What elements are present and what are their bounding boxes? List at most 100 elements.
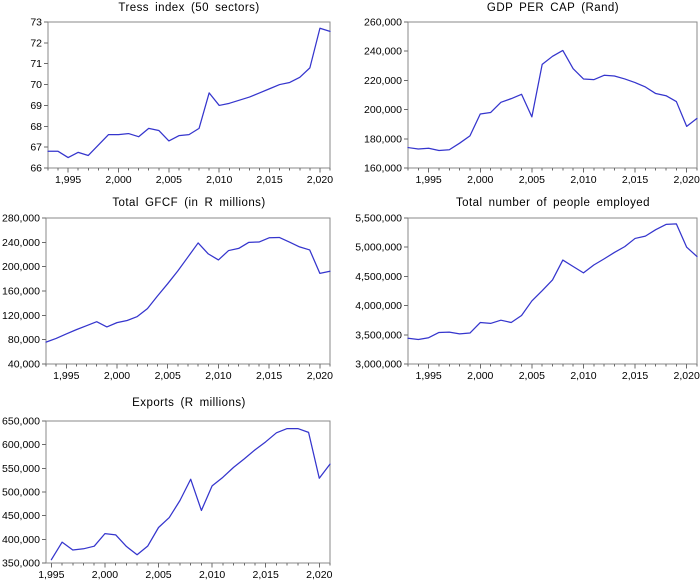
x-tick-label: 2,015: [256, 174, 282, 186]
x-tick-label: 2,010: [570, 370, 596, 382]
y-axis: 40,000 80,000 120,000 160,000 200,000 240,000…: [2, 213, 46, 371]
x-axis: 1,995 2,000 2,005 2,010 2,015 2,020: [407, 168, 700, 186]
y-tick-label: 600,000: [2, 439, 40, 451]
plot-frame: [407, 217, 698, 365]
x-tick-label: 2,005: [519, 174, 545, 186]
plot-frame: [47, 21, 331, 169]
x-tick-label: 2,010: [206, 174, 232, 186]
chart-title: Tress index (50 sectors): [118, 2, 260, 14]
x-tick-label: 2,015: [622, 370, 648, 382]
x-tick-label: 2,005: [156, 174, 182, 186]
x-tick-label: 2,005: [145, 569, 171, 581]
x-tick-label: 2,010: [199, 569, 225, 581]
chart-title: Total number of people employed: [455, 197, 650, 209]
y-tick-label: 350,000: [2, 558, 40, 570]
line-chart-canvas: 66 67 68 69 70 71 72 73 1,995 2,000 2,005 2,010 2,01…: [30, 17, 333, 187]
y-tick-label: 160,000: [2, 286, 40, 298]
x-axis: 1,995 2,000 2,005 2,010 2,015 2,020: [47, 168, 333, 186]
y-tick-label: 180,000: [364, 133, 402, 145]
series-line: [50, 427, 331, 561]
x-tick-label: 2,000: [105, 174, 131, 186]
y-axis: 3,000,000 3,500,000 4,000,000 4,500,000 5,00…: [355, 213, 408, 371]
y-axis: 160,000 180,000 200,000 220,000 240,000 260,0…: [364, 17, 408, 175]
chart-panel-exports: Exports (R millions) 350,000 400,000 450,0…: [0, 390, 350, 587]
y-tick-label: 200,000: [2, 261, 40, 273]
y-tick-label: 220,000: [364, 75, 402, 87]
y-tick-label: 69: [30, 100, 42, 112]
x-tick-label: 2,000: [92, 569, 118, 581]
y-axis: 350,000 400,000 450,000 500,000 550,000 600,0…: [2, 416, 46, 570]
x-tick-label: 1,995: [55, 174, 81, 186]
x-tick-label: 1,995: [416, 174, 442, 186]
y-axis: 66 67 68 69 70 71 72 73: [30, 17, 48, 175]
chart-panel-people-employed: Total number of people employed 3,000,00…: [350, 195, 700, 390]
x-axis: 1,995 2,000 2,005 2,010 2,015 2,020: [38, 563, 333, 581]
y-tick-label: 73: [30, 17, 42, 29]
x-tick-label: 2,015: [253, 569, 279, 581]
y-tick-label: 40,000: [8, 359, 40, 371]
line-chart-canvas: 350,000 400,000 450,000 500,000 550,000 600,0…: [2, 416, 333, 582]
y-tick-label: 280,000: [2, 213, 40, 225]
line-chart-canvas: 40,000 80,000 120,000 160,000 200,000 240,000…: [2, 213, 333, 383]
y-tick-label: 160,000: [364, 163, 402, 175]
line-chart-canvas: 160,000 180,000 200,000 220,000 240,000 260,0…: [364, 17, 700, 187]
y-tick-label: 240,000: [364, 46, 402, 58]
y-tick-label: 4,000,000: [355, 300, 402, 312]
x-tick-label: 2,000: [104, 370, 130, 382]
y-tick-label: 650,000: [2, 416, 40, 428]
plot-frame: [407, 21, 698, 169]
y-tick-label: 72: [30, 37, 42, 49]
y-tick-label: 3,500,000: [355, 329, 402, 341]
x-tick-label: 2,020: [674, 370, 700, 382]
y-tick-label: 200,000: [364, 104, 402, 116]
y-tick-label: 70: [30, 79, 42, 91]
chart-panel-total-gfcf: Total GFCF (in R millions) 40,000 80,000 1…: [0, 195, 350, 390]
y-tick-label: 400,000: [2, 534, 40, 546]
chart-title: GDP PER CAP (Rand): [486, 2, 620, 14]
line-chart-canvas: 3,000,000 3,500,000 4,000,000 4,500,000 5,00…: [355, 213, 700, 383]
plot-frame: [45, 217, 331, 365]
y-tick-label: 240,000: [2, 237, 40, 249]
x-tick-label: 2,010: [205, 370, 231, 382]
y-tick-label: 5,500,000: [355, 213, 402, 225]
x-axis: 1,995 2,000 2,005 2,010 2,015 2,020: [45, 364, 333, 382]
y-tick-label: 80,000: [8, 334, 40, 346]
x-axis: 1,995 2,000 2,005 2,010 2,015 2,020: [407, 364, 700, 382]
x-tick-label: 1,995: [53, 370, 79, 382]
x-tick-label: 2,020: [306, 569, 332, 581]
y-tick-label: 500,000: [2, 487, 40, 499]
x-tick-label: 2,005: [519, 370, 545, 382]
y-tick-label: 120,000: [2, 310, 40, 322]
y-tick-label: 71: [30, 58, 42, 70]
x-tick-label: 1,995: [38, 569, 64, 581]
y-tick-label: 4,500,000: [355, 271, 402, 283]
x-tick-label: 2,010: [570, 174, 596, 186]
x-tick-label: 2,020: [307, 370, 333, 382]
chart-title: Exports (R millions): [132, 397, 246, 409]
x-tick-label: 2,020: [307, 174, 333, 186]
x-tick-label: 2,015: [622, 174, 648, 186]
x-tick-label: 2,015: [256, 370, 282, 382]
chart-title: Total GFCF (in R millions): [112, 197, 266, 209]
plot-frame: [45, 420, 331, 564]
x-tick-label: 2,000: [467, 174, 493, 186]
y-tick-label: 5,000,000: [355, 242, 402, 254]
y-tick-label: 67: [30, 142, 42, 154]
x-tick-label: 2,020: [674, 174, 700, 186]
y-tick-label: 260,000: [364, 17, 402, 29]
y-tick-label: 450,000: [2, 510, 40, 522]
y-tick-label: 3,000,000: [355, 359, 402, 371]
y-tick-label: 550,000: [2, 463, 40, 475]
chart-panel-tress-index: Tress index (50 sectors) 66 67 68 69 70 71 72 7…: [0, 0, 350, 195]
y-tick-label: 68: [30, 121, 42, 133]
series-line: [407, 49, 698, 152]
series-line: [45, 236, 331, 343]
x-tick-label: 1,995: [416, 370, 442, 382]
series-line: [407, 223, 698, 341]
chart-panel-gdp-per-cap: GDP PER CAP (Rand) 160,000 180,000 200,000…: [350, 0, 700, 195]
x-tick-label: 2,000: [467, 370, 493, 382]
series-line: [47, 27, 331, 159]
y-tick-label: 66: [30, 163, 42, 175]
x-tick-label: 2,005: [155, 370, 181, 382]
